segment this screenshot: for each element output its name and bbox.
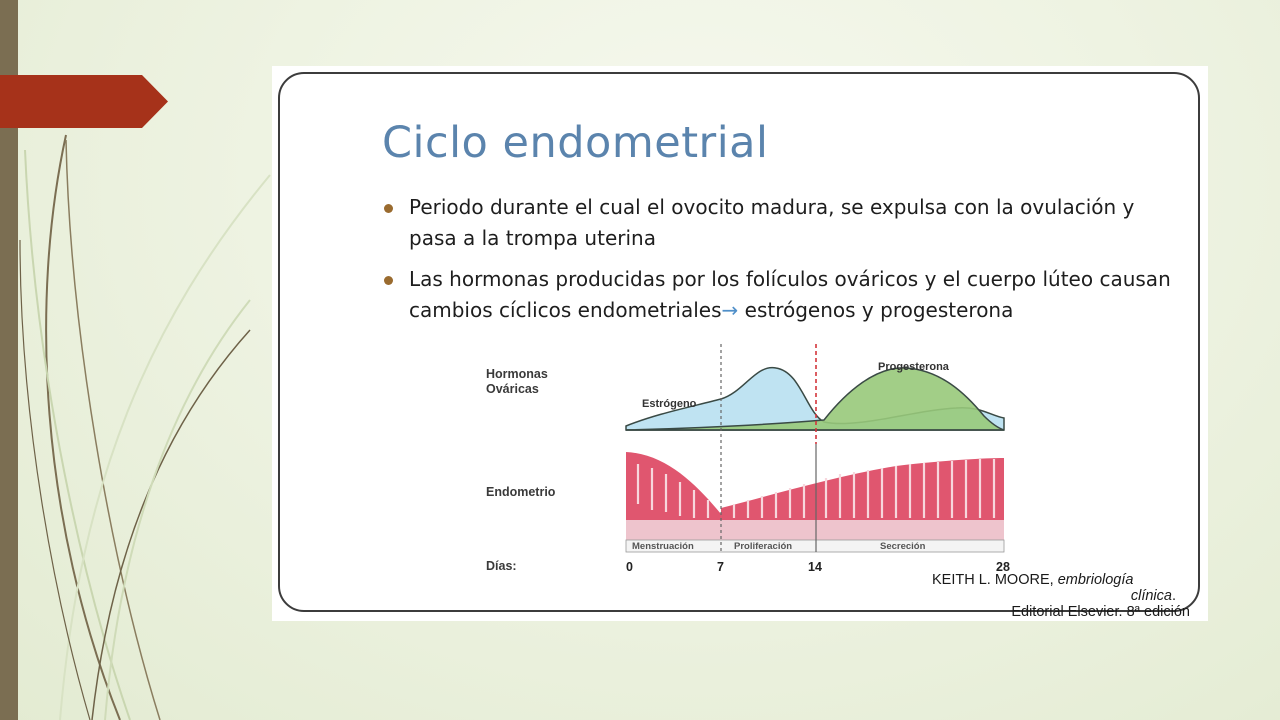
bullet-text: Las hormonas producidas por los folículo…	[409, 267, 1171, 322]
bullet-list: Periodo durante el cual el ovocito madur…	[383, 192, 1183, 336]
left-accent-bar	[0, 0, 18, 720]
title-arrow-tab	[0, 75, 168, 128]
day-tick-14: 14	[808, 560, 822, 574]
phase-secretion: Secreción	[880, 541, 926, 552]
progesterone-curve	[625, 367, 1005, 431]
credit-publisher: Editorial Elsevier. 8ª edición	[1011, 604, 1190, 617]
phase-menstruation: Menstruación	[632, 541, 694, 552]
bullet-text: estrógenos y progesterona	[738, 298, 1014, 322]
label-hormones-line1: Hormonas	[486, 367, 548, 381]
day-tick-7: 7	[717, 560, 724, 574]
day-tick-28: 28	[996, 560, 1010, 574]
slide-image: Ciclo endometrial Periodo durante el cua…	[272, 66, 1208, 621]
bullet-item: Las hormonas producidas por los folículo…	[383, 264, 1183, 326]
credit-line-1: KEITH L. MOORE, embriología	[932, 572, 1198, 588]
arrow-right-icon: →	[721, 298, 739, 322]
endometrium-glands	[636, 459, 996, 518]
label-progesterone: Progesterona	[878, 361, 950, 373]
credit-title-part1: embriología	[1057, 572, 1134, 588]
slide-title: Ciclo endometrial	[382, 118, 769, 168]
credit-title-part2: clínica	[1130, 588, 1172, 604]
decorative-curves	[19, 134, 271, 720]
endometrium-functional-layer	[626, 452, 1004, 520]
credit-period: .	[1171, 588, 1176, 604]
label-estrogen: Estrógeno	[642, 398, 697, 410]
label-hormones-line2: Ováricas	[486, 382, 539, 396]
days-label: Días:	[486, 559, 517, 573]
source-credit: KEITH L. MOORE, embriología clínica. Edi…	[932, 572, 1198, 617]
day-tick-0: 0	[626, 560, 633, 574]
endometrial-cycle-diagram: Hormonas Ováricas Estrógeno Progesterona…	[486, 344, 1010, 574]
content-card: Ciclo endometrial Periodo durante el cua…	[278, 72, 1200, 612]
endometrium-base-layer	[626, 520, 1004, 540]
phase-proliferation: Proliferación	[734, 541, 792, 552]
label-endometrium: Endometrio	[486, 485, 556, 499]
bullet-item: Periodo durante el cual el ovocito madur…	[383, 192, 1183, 254]
credit-line-2: clínica.	[932, 588, 1198, 604]
credit-author: KEITH L. MOORE,	[932, 572, 1054, 588]
